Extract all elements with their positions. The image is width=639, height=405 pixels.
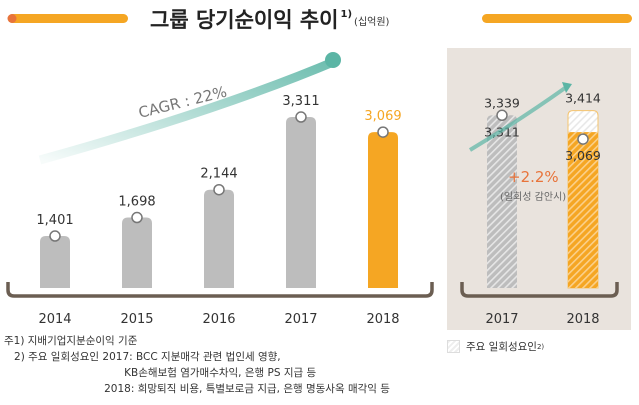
growth-note: (일회성 감안시) xyxy=(500,191,566,203)
footnotes: 주1) 지배기업지분순이익 기준 2) 주요 일회성요인 2017: BCC 지… xyxy=(4,333,390,397)
x-tick-label: 2014 xyxy=(38,312,71,327)
title-bar-right xyxy=(482,14,632,23)
bar-marker xyxy=(496,109,508,122)
bar-2017 xyxy=(286,117,316,289)
legend: 주요 일회성요인 2) xyxy=(447,339,544,354)
title-bar-left xyxy=(8,14,128,23)
bar-2018 xyxy=(568,132,598,288)
cagr-arrow xyxy=(38,55,340,165)
bar-2018 xyxy=(368,132,398,288)
bar-2016 xyxy=(204,189,234,288)
bar-marker xyxy=(213,183,225,196)
legend-footnote: 2) xyxy=(536,342,545,351)
x-tick-label: 2016 xyxy=(202,312,235,327)
title-footnote: 1) xyxy=(341,9,353,20)
bar-marker xyxy=(49,230,61,242)
one-off-value-label: 3,414 xyxy=(565,91,601,106)
one-off-value-label: 3,339 xyxy=(484,95,520,110)
value-label: 1,401 xyxy=(36,213,73,228)
legend-swatch xyxy=(447,340,460,353)
bar-marker xyxy=(295,111,307,123)
growth-arrow-head xyxy=(562,82,572,93)
title-bar-dot xyxy=(7,14,17,23)
growth-arrow xyxy=(468,86,567,152)
unit-label: (십억원) xyxy=(354,16,390,28)
footnote-1: 주1) 지배기업지분순이익 기준 xyxy=(4,335,138,347)
footnote-2b: KB손해보험 염가매수차익, 은행 PS 지급 등 xyxy=(4,367,317,379)
chart-title: 그룹 당기순이익 추이 xyxy=(150,8,339,32)
bar-2014 xyxy=(40,236,70,288)
x-tick-label: 2017 xyxy=(485,312,518,327)
footnote-2c: 2018: 희망퇴직 비용, 특별보로금 지급, 은행 명동사옥 매각익 등 xyxy=(4,383,390,395)
value-label: 3,069 xyxy=(364,109,401,124)
value-label: 1,698 xyxy=(118,195,155,210)
bar-marker xyxy=(131,211,143,224)
x-tick-label: 2018 xyxy=(366,312,399,327)
chart-title-line: 그룹 당기순이익 추이 1)(십억원) xyxy=(150,8,390,32)
axis-bracket-right xyxy=(460,282,619,298)
bar-2017 xyxy=(487,118,517,288)
value-label: 3,311 xyxy=(282,94,319,109)
cagr-arrow-head xyxy=(325,52,341,68)
x-tick-label: 2015 xyxy=(120,312,153,327)
growth-label: +2.2% xyxy=(508,168,559,186)
x-tick-label: 2017 xyxy=(284,312,317,327)
bar-marker xyxy=(377,126,389,138)
value-label: 2,144 xyxy=(200,167,237,182)
value-label: 3,069 xyxy=(565,148,601,163)
one-off-panel xyxy=(447,48,631,330)
legend-label: 주요 일회성요인 xyxy=(466,341,537,353)
axis-bracket-left xyxy=(6,282,434,298)
bar-2015 xyxy=(122,217,152,288)
footnote-2: 2) 주요 일회성요인 2017: BCC 지분매각 관련 법인세 영향, xyxy=(4,351,281,363)
x-tick-label: 2018 xyxy=(566,312,599,327)
bar-marker xyxy=(577,133,589,145)
